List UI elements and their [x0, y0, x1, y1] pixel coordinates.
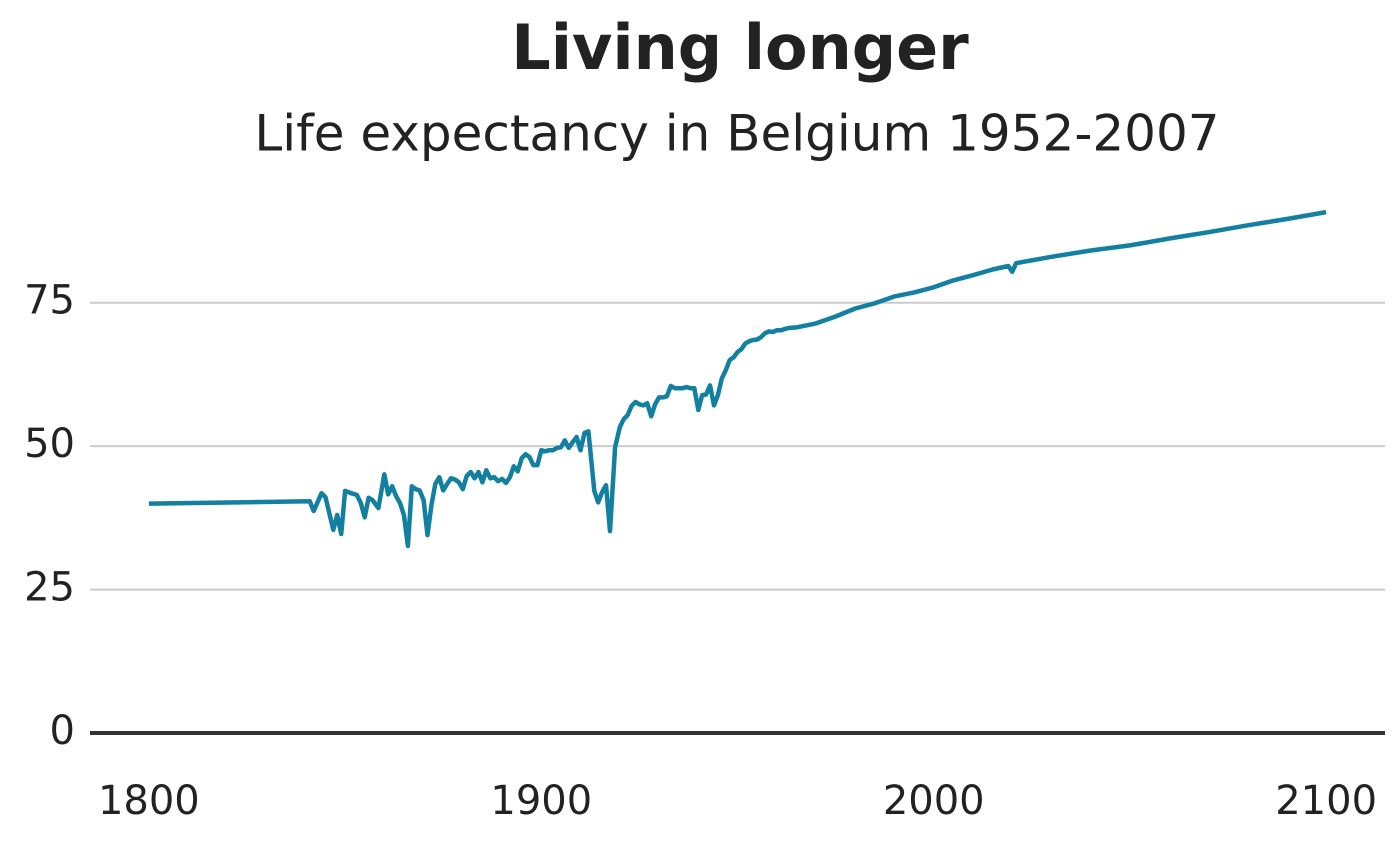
x-tick-label: 2000: [883, 778, 985, 824]
y-tick-label: 25: [24, 565, 75, 611]
y-tick-label: 0: [50, 708, 75, 754]
chart-title: Living longer: [511, 11, 969, 84]
x-tick-label: 1900: [490, 778, 592, 824]
chart-subtitle: Life expectancy in Belgium 1952-2007: [254, 105, 1219, 163]
x-tick-label: 2100: [1275, 778, 1377, 824]
series-line: [148, 209, 1327, 549]
y-tick-label: 75: [24, 278, 75, 324]
x-tick-label: 1800: [98, 778, 200, 824]
y-tick-label: 50: [24, 421, 75, 467]
